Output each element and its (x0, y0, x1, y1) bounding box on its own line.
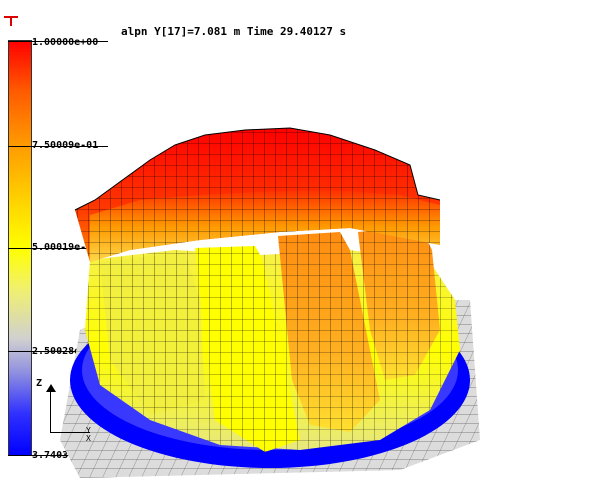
colorbar-tick (8, 455, 108, 456)
z-axis-line (50, 388, 51, 432)
plot-title: alpn Y[17]=7.081 m Time 29.40127 s (121, 25, 347, 38)
colorbar-tick (8, 351, 108, 352)
x-axis-label: X (86, 434, 91, 443)
colorbar-label-50: 5.00019e-01 (32, 242, 99, 253)
colorbar-tick (8, 146, 108, 147)
colorbar-tick (8, 41, 108, 42)
colorbar-marker-icon (4, 16, 18, 28)
z-axis-label: Z (36, 378, 43, 389)
axis-triad: Z Y X (36, 376, 106, 446)
z-arrow-icon (46, 384, 56, 392)
colorbar-label-25: 2.50028e-01 (32, 346, 99, 357)
y-axis-label: Y (86, 426, 91, 435)
ridges (100, 226, 440, 452)
colorbar-tick (8, 248, 108, 249)
top-wall (74, 127, 441, 262)
x-axis-line (50, 432, 90, 433)
colorbar-label-75: 7.50009e-01 (32, 140, 99, 151)
colorbar-label-max: 1.00000e+00 (32, 37, 99, 48)
colorbar-label-min: 3.74030e-05 (32, 450, 99, 461)
